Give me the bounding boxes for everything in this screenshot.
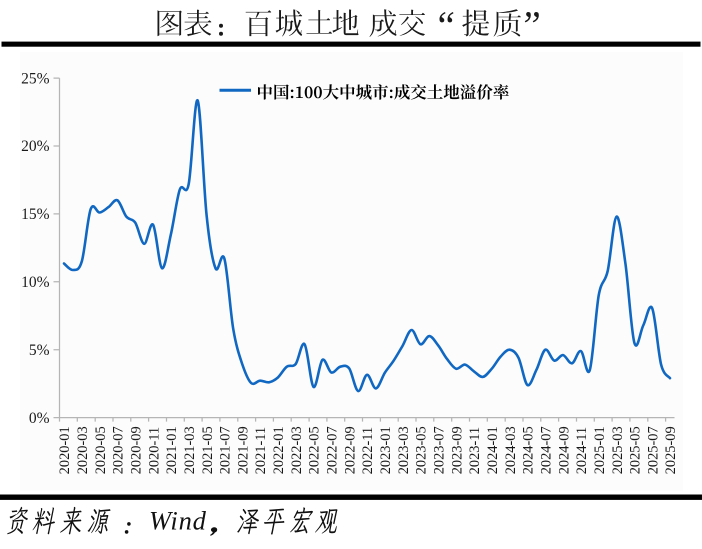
svg-text:2023-03: 2023-03 [396,426,412,474]
svg-text:2021-05: 2021-05 [200,426,216,474]
svg-text:2022-03: 2022-03 [289,426,305,474]
svg-text:0%: 0% [29,410,50,427]
svg-text:2022-07: 2022-07 [325,426,341,474]
svg-text:2025-05: 2025-05 [628,426,644,474]
svg-text:Wind: Wind [149,506,207,536]
svg-text:2023-05: 2023-05 [414,426,430,474]
svg-text:2024-05: 2024-05 [521,426,537,474]
svg-text:2020-09: 2020-09 [129,426,145,474]
svg-text:2023-11: 2023-11 [467,427,483,474]
svg-text:5%: 5% [29,342,50,359]
svg-text:2023-01: 2023-01 [378,426,394,474]
svg-text:2022-01: 2022-01 [271,426,287,474]
svg-text:2021-09: 2021-09 [235,426,251,474]
svg-text:2020-07: 2020-07 [111,426,127,474]
svg-text:2025-09: 2025-09 [663,426,679,474]
svg-text:2024-07: 2024-07 [539,426,555,474]
svg-text:2025-07: 2025-07 [645,426,661,474]
svg-text:2023-09: 2023-09 [449,426,465,474]
svg-text:2020-11: 2020-11 [146,427,162,474]
svg-text:2024-03: 2024-03 [503,426,519,474]
svg-text:2025-01: 2025-01 [592,426,608,474]
svg-text:2021-01: 2021-01 [164,426,180,474]
svg-text:2020-05: 2020-05 [93,426,109,474]
svg-text:25%: 25% [21,70,50,87]
svg-text:2024-11: 2024-11 [574,427,590,474]
svg-text:2024-09: 2024-09 [556,426,572,474]
svg-text:2020-03: 2020-03 [75,426,91,474]
svg-text:2024-01: 2024-01 [485,426,501,474]
svg-text:15%: 15% [21,206,50,223]
svg-text:2021-11: 2021-11 [253,427,269,474]
svg-text:2025-03: 2025-03 [610,426,626,474]
svg-text:2020-01: 2020-01 [57,426,73,474]
svg-text:2022-11: 2022-11 [360,427,376,474]
svg-text:2021-03: 2021-03 [182,426,198,474]
svg-text:2022-05: 2022-05 [307,426,323,474]
svg-text:2021-07: 2021-07 [218,426,234,474]
svg-text:2023-07: 2023-07 [432,426,448,474]
svg-text:20%: 20% [21,138,50,155]
svg-text:2022-09: 2022-09 [342,426,358,474]
svg-text:10%: 10% [21,274,50,291]
